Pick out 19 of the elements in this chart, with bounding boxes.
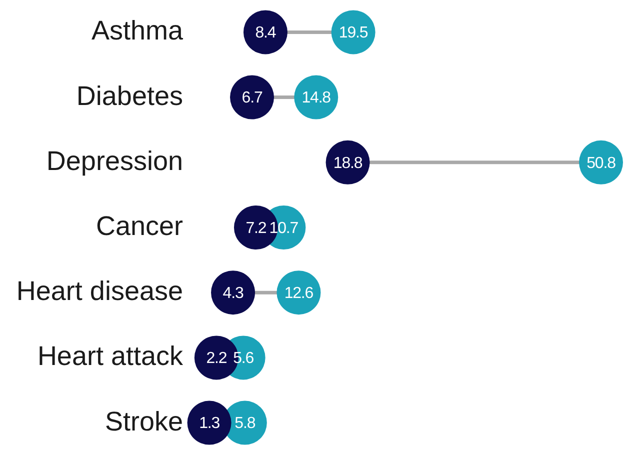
data-label: 6.7 [242,90,263,107]
data-label: 12.6 [284,285,314,302]
y-tick-label: Asthma [91,16,184,46]
data-label: 4.3 [222,285,244,302]
y-tick-label: Stroke [104,406,183,436]
y-tick-label: Heart disease [16,276,183,306]
y-tick-label: Heart attack [37,341,184,372]
y-tick-label: Cancer [96,210,183,241]
data-label: 50.8 [586,154,616,172]
data-label: 2.2 [206,350,228,368]
data-label: 19.5 [338,24,368,42]
data-label: 7.2 [246,220,267,237]
data-label: 1.3 [199,415,220,432]
data-label: 5.8 [234,415,256,432]
y-tick-label: Diabetes [76,80,183,111]
y-tick-label: Depression [46,146,183,176]
data-label: 14.8 [302,90,332,107]
data-label: 18.8 [333,154,363,172]
data-label: 8.4 [255,24,276,42]
